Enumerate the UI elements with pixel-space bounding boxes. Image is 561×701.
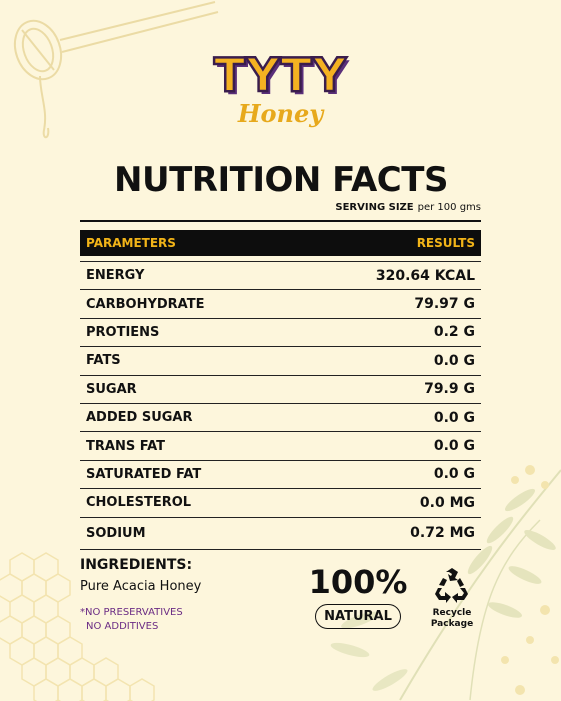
divider xyxy=(80,220,481,222)
row-param: CARBOHYDRATE xyxy=(86,296,205,312)
row-value: 79.97 G xyxy=(414,296,475,313)
ingredients-notes: *NO PRESERVATIVES NO ADDITIVES xyxy=(80,606,280,633)
brand-name: TYTY xyxy=(213,48,348,102)
ingredients-title: INGREDIENTS: xyxy=(80,557,193,573)
serving-size: SERVING SIZE per 100 gms xyxy=(335,202,481,213)
note-additives: NO ADDITIVES xyxy=(86,620,159,632)
recycle-label: Recycle Package xyxy=(420,608,484,631)
row-param: SUGAR xyxy=(86,381,137,397)
table-row: FATS 0.0 G xyxy=(80,347,481,376)
table-row: PROTIENS 0.2 G xyxy=(80,319,481,348)
row-value: 0.0 G xyxy=(433,438,475,455)
table-row: CHOLESTEROL 0.0 MG xyxy=(80,489,481,518)
table-row: TRANS FAT 0.0 G xyxy=(80,432,481,461)
recycle-line1: Recycle xyxy=(432,608,472,618)
table-header: PARAMETERS RESULTS xyxy=(80,230,481,256)
serving-value: per 100 gms xyxy=(417,202,481,213)
recycle-badge: Recycle Package xyxy=(420,566,484,631)
recycle-icon xyxy=(435,568,468,603)
row-param: ADDED SUGAR xyxy=(86,410,193,426)
table-row: SODIUM 0.72 MG xyxy=(80,518,481,550)
row-param: CHOLESTEROL xyxy=(86,495,192,511)
row-param: TRANS FAT xyxy=(86,438,166,454)
header-results: RESULTS xyxy=(416,236,475,250)
header-spacer xyxy=(80,256,481,262)
natural-label: NATURAL xyxy=(315,604,401,629)
recycle-line2: Package xyxy=(430,619,474,630)
row-value: 320.64 KCAL xyxy=(375,267,475,284)
table-row: CARBOHYDRATE 79.97 G xyxy=(80,290,481,319)
natural-badge: 100% NATURAL xyxy=(305,566,411,629)
table-row: SATURATED FAT 0.0 G xyxy=(80,461,481,490)
row-param: SODIUM xyxy=(86,525,146,541)
row-value: 0.2 G xyxy=(433,324,475,341)
ingredients-text: Pure Acacia Honey xyxy=(80,579,202,594)
natural-percent: 100% xyxy=(308,563,408,601)
row-value: 0.72 MG xyxy=(410,525,475,542)
row-param: SATURATED FAT xyxy=(86,466,202,482)
brand-subtitle: Honey xyxy=(237,99,324,128)
row-value: 0.0 MG xyxy=(419,494,475,511)
table-row: ENERGY 320.64 KCAL xyxy=(80,262,481,291)
row-param: ENERGY xyxy=(86,268,145,284)
table-row: SUGAR 79.9 G xyxy=(80,376,481,404)
note-preservatives: *NO PRESERVATIVES xyxy=(80,607,183,618)
serving-label: SERVING SIZE xyxy=(335,202,414,213)
brand-logo: TYTY Honey xyxy=(0,48,561,128)
row-value: 0.0 G xyxy=(433,466,475,483)
row-param: PROTIENS xyxy=(86,324,160,340)
row-param: FATS xyxy=(86,353,121,369)
row-value: 0.0 G xyxy=(433,352,475,369)
nutrition-table: PARAMETERS RESULTS ENERGY 320.64 KCAL CAR… xyxy=(80,230,481,550)
ingredients-section: INGREDIENTS: Pure Acacia Honey *NO PRESE… xyxy=(80,557,280,633)
header-parameters: PARAMETERS xyxy=(86,236,176,250)
table-row: ADDED SUGAR 0.0 G xyxy=(80,404,481,433)
row-value: 0.0 G xyxy=(433,409,475,426)
page-title: NUTRITION FACTS xyxy=(114,160,448,200)
row-value: 79.9 G xyxy=(424,381,475,398)
